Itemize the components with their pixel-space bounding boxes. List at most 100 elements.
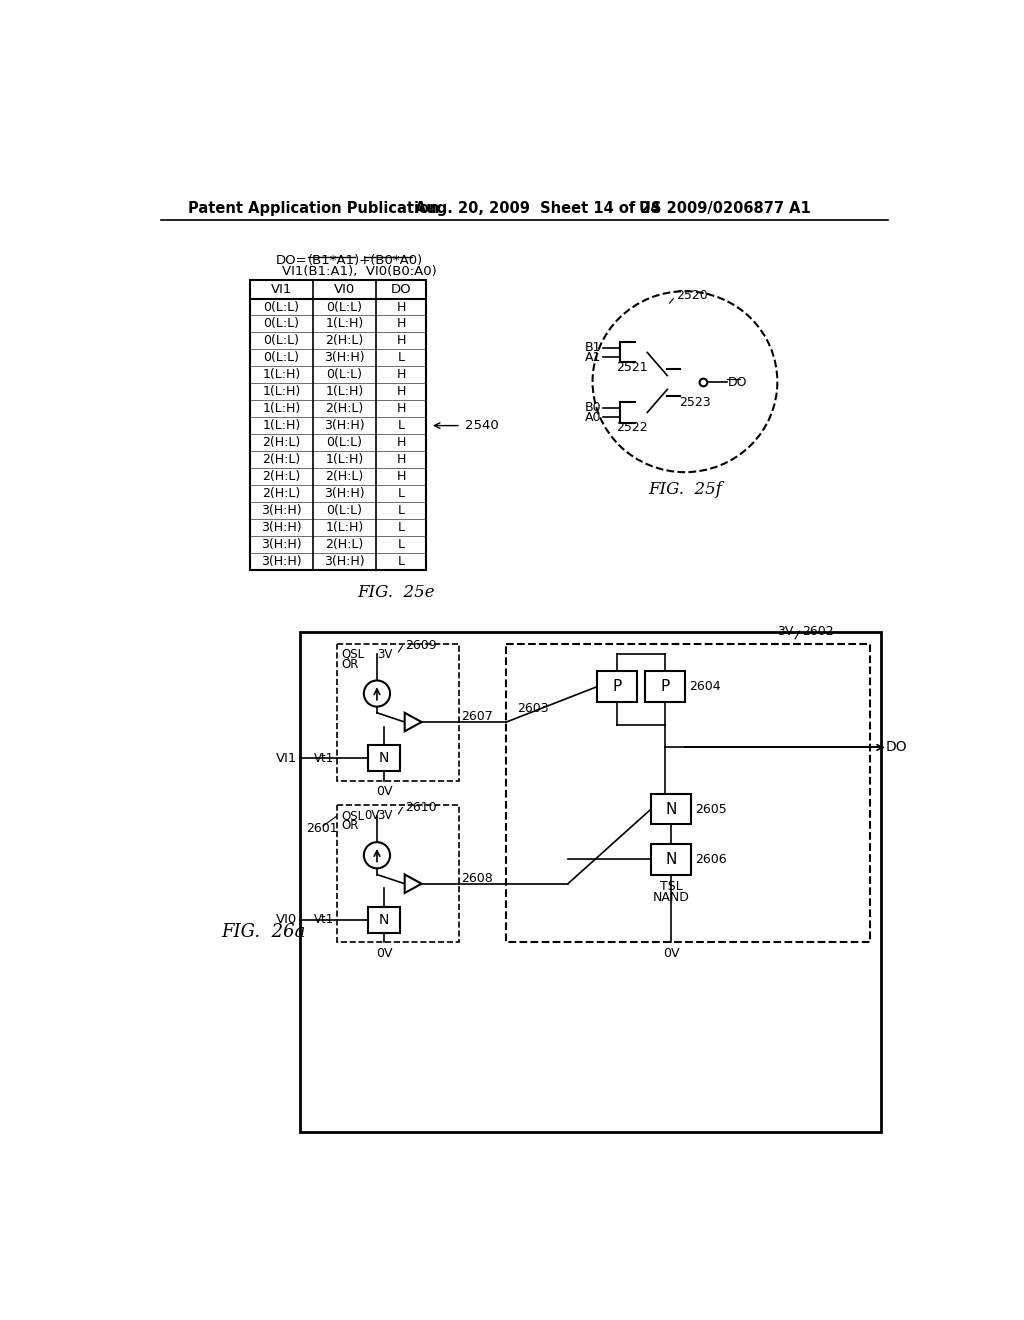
Text: NAND: NAND xyxy=(652,891,689,904)
Polygon shape xyxy=(404,713,422,731)
Text: 2(H:L): 2(H:L) xyxy=(326,537,364,550)
Text: OR: OR xyxy=(342,657,359,671)
Text: Vt1: Vt1 xyxy=(313,751,334,764)
Text: 0(L:L): 0(L:L) xyxy=(327,436,362,449)
Text: P: P xyxy=(612,678,622,694)
Text: 3(H:H): 3(H:H) xyxy=(325,351,365,364)
Text: H: H xyxy=(396,436,406,449)
Text: 1(L:H): 1(L:H) xyxy=(326,317,364,330)
Text: 0V: 0V xyxy=(365,809,380,822)
Bar xyxy=(300,632,882,1133)
Text: 2609: 2609 xyxy=(404,639,436,652)
Text: US 2009/0206877 A1: US 2009/0206877 A1 xyxy=(639,201,811,216)
Text: 2521: 2521 xyxy=(616,362,647,375)
Text: 2(H:L): 2(H:L) xyxy=(262,487,301,500)
Text: B1: B1 xyxy=(585,342,601,354)
Text: L: L xyxy=(397,351,404,364)
Bar xyxy=(337,644,459,780)
Text: QSL: QSL xyxy=(342,809,365,822)
Text: 3(H:H): 3(H:H) xyxy=(325,418,365,432)
Text: 1(L:H): 1(L:H) xyxy=(262,368,301,381)
Bar xyxy=(250,280,426,570)
Text: N: N xyxy=(379,751,389,766)
Bar xyxy=(597,671,637,702)
Text: OR: OR xyxy=(342,820,359,833)
Text: DO: DO xyxy=(391,282,412,296)
Text: VI1: VI1 xyxy=(270,282,292,296)
Text: DO=: DO= xyxy=(276,255,307,268)
Text: FIG.  26a: FIG. 26a xyxy=(221,923,306,941)
Bar xyxy=(506,644,869,942)
Text: A0: A0 xyxy=(585,411,601,424)
Bar xyxy=(368,907,400,933)
Text: 2(H:L): 2(H:L) xyxy=(262,470,301,483)
Polygon shape xyxy=(404,874,422,892)
Bar xyxy=(651,793,691,825)
Bar xyxy=(368,744,400,771)
Text: Vt1: Vt1 xyxy=(313,913,334,927)
Text: 2540: 2540 xyxy=(465,418,499,432)
Text: 3(H:H): 3(H:H) xyxy=(261,520,302,533)
Text: 3V: 3V xyxy=(377,809,392,822)
Text: 2602: 2602 xyxy=(802,624,834,638)
Text: 1(L:H): 1(L:H) xyxy=(326,520,364,533)
Text: L: L xyxy=(397,520,404,533)
Text: 3(H:H): 3(H:H) xyxy=(325,487,365,500)
Text: 1(L:H): 1(L:H) xyxy=(262,403,301,416)
Text: 0(L:L): 0(L:L) xyxy=(263,351,299,364)
Text: 2601: 2601 xyxy=(306,822,338,834)
Text: VI1(B1:A1),  VI0(B0:A0): VI1(B1:A1), VI0(B0:A0) xyxy=(282,265,436,279)
Circle shape xyxy=(364,681,390,706)
Text: H: H xyxy=(396,368,406,381)
Text: H: H xyxy=(396,385,406,399)
Text: 2(H:L): 2(H:L) xyxy=(326,334,364,347)
Text: 1(L:H): 1(L:H) xyxy=(326,385,364,399)
Text: TSL: TSL xyxy=(659,880,682,894)
Ellipse shape xyxy=(593,292,777,473)
Bar xyxy=(645,671,685,702)
Text: 3(H:H): 3(H:H) xyxy=(261,537,302,550)
Text: VI1: VI1 xyxy=(275,751,297,764)
Text: H: H xyxy=(396,403,406,416)
Text: 0(L:L): 0(L:L) xyxy=(263,334,299,347)
Text: 0(L:L): 0(L:L) xyxy=(327,301,362,314)
Text: N: N xyxy=(666,801,677,817)
Text: L: L xyxy=(397,504,404,517)
Text: 0(L:L): 0(L:L) xyxy=(263,317,299,330)
Text: 2(H:L): 2(H:L) xyxy=(326,403,364,416)
Text: DO: DO xyxy=(886,741,907,755)
Bar xyxy=(651,843,691,875)
Text: H: H xyxy=(396,453,406,466)
Text: L: L xyxy=(397,537,404,550)
Text: QSL: QSL xyxy=(342,648,365,661)
Text: Aug. 20, 2009  Sheet 14 of 24: Aug. 20, 2009 Sheet 14 of 24 xyxy=(416,201,662,216)
Text: 2607: 2607 xyxy=(461,710,493,723)
Text: 0V: 0V xyxy=(376,946,392,960)
Text: 3V: 3V xyxy=(377,648,392,661)
Text: 2610: 2610 xyxy=(404,801,436,814)
Text: VI0: VI0 xyxy=(275,913,297,927)
Text: 2(H:L): 2(H:L) xyxy=(262,453,301,466)
Text: L: L xyxy=(397,418,404,432)
Text: 2608: 2608 xyxy=(461,871,493,884)
Text: (B1*A1)+(B0*A0): (B1*A1)+(B0*A0) xyxy=(307,255,423,268)
Text: A1: A1 xyxy=(585,351,601,363)
Text: FIG.  25f: FIG. 25f xyxy=(648,480,722,498)
Bar xyxy=(337,805,459,942)
Text: P: P xyxy=(660,678,670,694)
Text: 2605: 2605 xyxy=(695,803,727,816)
Text: 0V: 0V xyxy=(376,785,392,797)
Text: 2523: 2523 xyxy=(679,396,711,409)
Text: 0(L:L): 0(L:L) xyxy=(263,301,299,314)
Text: N: N xyxy=(666,851,677,867)
Text: DO: DO xyxy=(728,376,748,389)
Text: 0(L:L): 0(L:L) xyxy=(327,368,362,381)
Text: N: N xyxy=(379,913,389,927)
Text: 2(H:L): 2(H:L) xyxy=(262,436,301,449)
Text: 3(H:H): 3(H:H) xyxy=(261,504,302,517)
Text: B0: B0 xyxy=(585,401,601,414)
Text: 0V: 0V xyxy=(663,948,679,961)
Text: Patent Application Publication: Patent Application Publication xyxy=(188,201,440,216)
Text: 0(L:L): 0(L:L) xyxy=(327,504,362,517)
Text: FIG.  25e: FIG. 25e xyxy=(357,585,435,601)
